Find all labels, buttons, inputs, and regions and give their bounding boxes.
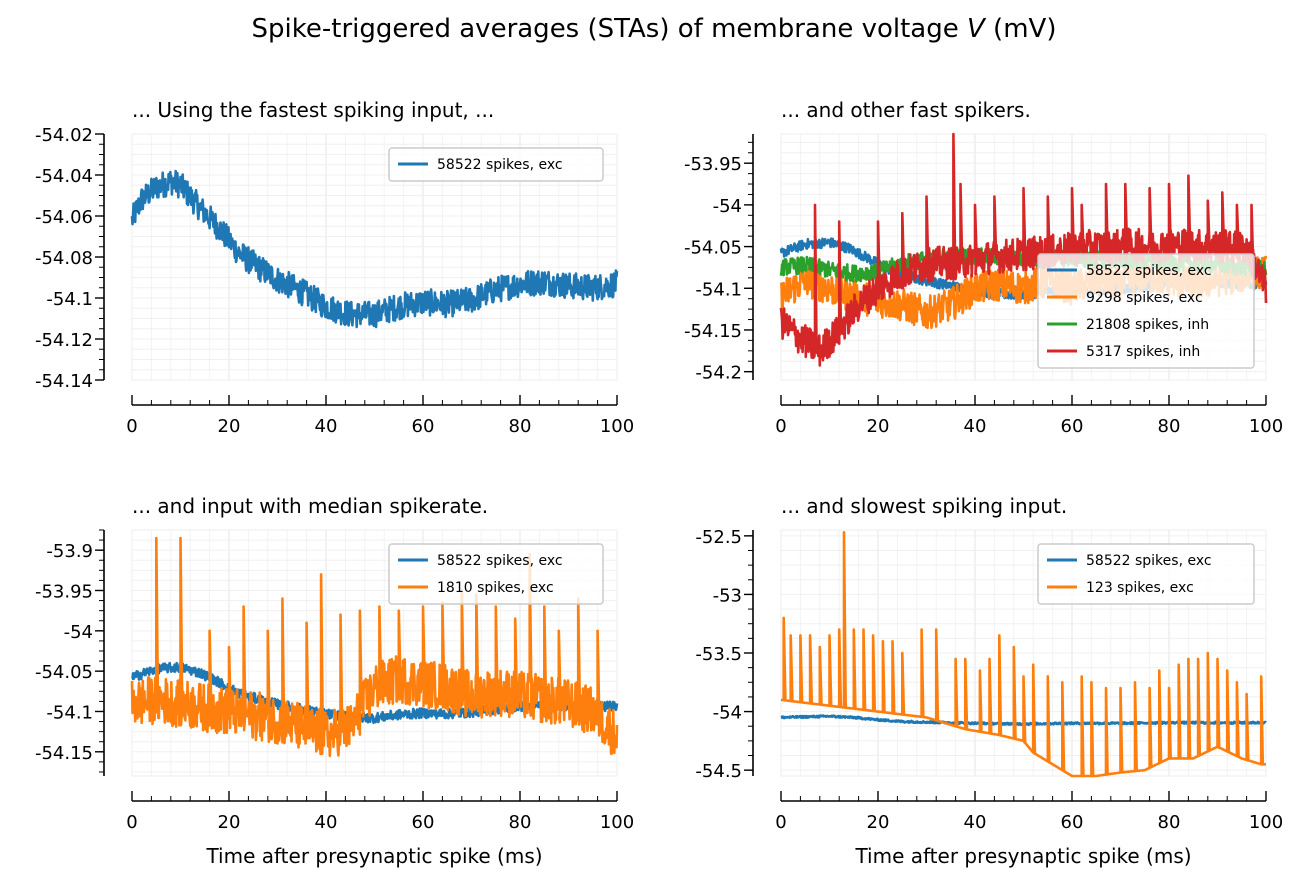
panel-title: ... Using the fastest spiking input, ... bbox=[132, 98, 494, 122]
x-axis: 0 20 40 60 80 100 bbox=[775, 395, 1283, 437]
x-tick-label: 20 bbox=[867, 416, 890, 437]
y-tick-label: -53 bbox=[713, 585, 742, 606]
y-tick-label: -54.04 bbox=[35, 166, 93, 187]
panel-title: ... and slowest spiking input. bbox=[781, 494, 1067, 518]
y-tick-label: -52.5 bbox=[695, 527, 742, 548]
plot-frame bbox=[131, 529, 618, 777]
x-tick-label: 20 bbox=[867, 812, 890, 833]
x-tick-label: 100 bbox=[1249, 416, 1283, 437]
x-tick-label: 60 bbox=[1061, 812, 1084, 833]
x-tick-label: 60 bbox=[412, 416, 435, 437]
y-tick-label: -53.9 bbox=[46, 541, 93, 562]
legend-label: 58522 spikes, exc bbox=[437, 553, 563, 569]
y-tick-label: -53.95 bbox=[684, 154, 742, 175]
plot-frame bbox=[780, 529, 1267, 777]
legend-label: 1810 spikes, exc bbox=[437, 580, 554, 596]
y-tick-label: -54 bbox=[713, 196, 742, 217]
y-axis: -54.2 -54.15 -54.1 -54.05 -54 -53.95 bbox=[684, 134, 754, 384]
y-tick-label: -54.15 bbox=[684, 321, 742, 342]
legend: 58522 spikes, exc bbox=[388, 147, 604, 182]
chart-panel-2: ... and other fast spikers.-54.2-54.15-5… bbox=[684, 98, 1283, 437]
y-tick-label: -54.1 bbox=[46, 702, 93, 723]
series-line-4 bbox=[779, 132, 1268, 367]
x-tick-label: 80 bbox=[1158, 812, 1181, 833]
x-axis: 0 20 40 60 80 100 bbox=[126, 395, 634, 437]
legend-box bbox=[1037, 253, 1255, 369]
x-tick-label: 100 bbox=[1249, 812, 1283, 833]
legend: 58522 spikes, exc 9298 spikes, exc 21808 s… bbox=[1037, 253, 1255, 369]
legend-label: 21808 spikes, inh bbox=[1086, 317, 1209, 333]
x-tick-label: 40 bbox=[315, 812, 338, 833]
x-tick-label: 60 bbox=[412, 812, 435, 833]
x-axis-label: Time after presynaptic spike (ms) bbox=[205, 844, 542, 868]
legend-label: 5317 spikes, inh bbox=[1086, 344, 1200, 360]
x-tick-label: 20 bbox=[218, 416, 241, 437]
y-axis: -54.14 -54.12 -54.1 -54.08 -54.06 -54.04 -54.0… bbox=[35, 125, 105, 392]
x-axis: 0 20 40 60 80 100 Time after presynaptic spike… bbox=[126, 791, 634, 868]
y-tick-label: -54.05 bbox=[684, 238, 742, 259]
legend-label: 58522 spikes, exc bbox=[1086, 553, 1212, 569]
x-tick-label: 100 bbox=[600, 812, 634, 833]
y-tick-label: -54.02 bbox=[35, 125, 93, 146]
x-tick-label: 80 bbox=[1158, 416, 1181, 437]
legend: 58522 spikes, exc 123 spikes, exc bbox=[1037, 543, 1255, 605]
legend-label: 58522 spikes, exc bbox=[1086, 263, 1212, 279]
chart-panel-4: ... and slowest spiking input.-54.5-54-5… bbox=[695, 494, 1283, 868]
figure-title-suffix: (mV) bbox=[984, 14, 1057, 44]
series-line-2 bbox=[130, 536, 619, 758]
panel-title: ... and input with median spikerate. bbox=[132, 494, 488, 518]
y-tick-label: -53.5 bbox=[695, 644, 742, 665]
y-tick-label: -54.05 bbox=[35, 662, 93, 683]
y-tick-label: -54 bbox=[713, 703, 742, 724]
x-tick-label: 40 bbox=[964, 812, 987, 833]
x-tick-label: 0 bbox=[126, 812, 137, 833]
x-axis: 0 20 40 60 80 100 Time after presynaptic spike… bbox=[775, 791, 1283, 868]
x-tick-label: 20 bbox=[218, 812, 241, 833]
figure-title-prefix: Spike-triggered averages (STAs) of membr… bbox=[251, 14, 967, 44]
figure-title: Spike-triggered averages (STAs) of membr… bbox=[0, 14, 1308, 44]
x-tick-label: 0 bbox=[775, 812, 786, 833]
x-axis-label: Time after presynaptic spike (ms) bbox=[854, 844, 1191, 868]
legend: 58522 spikes, exc 1810 spikes, exc bbox=[388, 543, 604, 605]
y-tick-label: -54.2 bbox=[695, 363, 742, 384]
figure-title-variable: V bbox=[967, 14, 985, 44]
legend-label: 9298 spikes, exc bbox=[1086, 290, 1203, 306]
y-axis: -54.15 -54.1 -54.05 -54 -53.95 -53.9 bbox=[35, 529, 105, 776]
y-tick-label: -54.1 bbox=[46, 289, 93, 310]
y-tick-label: -54.08 bbox=[35, 248, 93, 269]
y-tick-label: -54.15 bbox=[35, 743, 93, 764]
y-tick-label: -54 bbox=[64, 622, 93, 643]
y-tick-label: -54.06 bbox=[35, 207, 93, 228]
y-tick-label: -53.95 bbox=[35, 581, 93, 602]
series-line-2 bbox=[780, 531, 1267, 778]
x-tick-label: 40 bbox=[315, 416, 338, 437]
legend-label: 123 spikes, exc bbox=[1086, 580, 1194, 596]
legend-label: 58522 spikes, exc bbox=[437, 157, 563, 173]
legend-box bbox=[1037, 543, 1255, 605]
x-tick-label: 80 bbox=[509, 416, 532, 437]
series-line-1 bbox=[130, 169, 619, 329]
chart-panel-1: ... Using the fastest spiking input, ...… bbox=[35, 98, 634, 437]
x-tick-label: 0 bbox=[126, 416, 137, 437]
x-tick-label: 100 bbox=[600, 416, 634, 437]
legend-box bbox=[388, 543, 604, 605]
x-tick-label: 40 bbox=[964, 416, 987, 437]
x-tick-label: 80 bbox=[509, 812, 532, 833]
chart-panel-3: ... and input with median spikerate. -54.… bbox=[35, 494, 634, 868]
y-tick-label: -54.14 bbox=[35, 371, 93, 392]
y-tick-label: -54.5 bbox=[695, 761, 742, 782]
y-axis: -54.5 -54 -53.5 -53 -52.5 bbox=[695, 527, 754, 782]
x-tick-label: 60 bbox=[1061, 416, 1084, 437]
legend-box bbox=[388, 147, 604, 182]
panel-title: ... and other fast spikers. bbox=[781, 98, 1031, 122]
plot-frame bbox=[131, 133, 618, 381]
y-tick-label: -54.12 bbox=[35, 330, 93, 351]
y-tick-label: -54.1 bbox=[695, 279, 742, 300]
x-tick-label: 0 bbox=[775, 416, 786, 437]
